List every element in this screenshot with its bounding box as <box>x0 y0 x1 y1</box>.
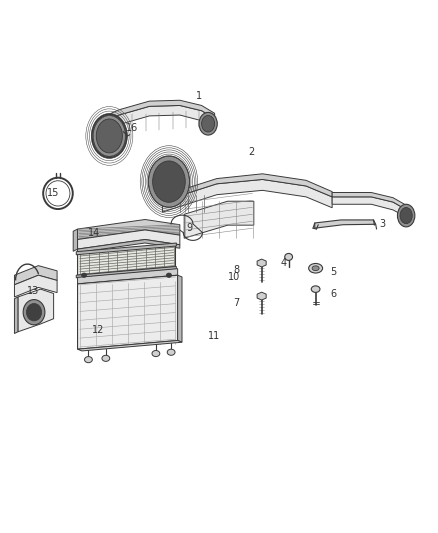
Text: 16: 16 <box>126 123 138 133</box>
Polygon shape <box>315 220 376 228</box>
Text: 13: 13 <box>27 286 39 296</box>
Ellipse shape <box>85 357 92 362</box>
Polygon shape <box>162 174 332 201</box>
Polygon shape <box>102 106 215 133</box>
Text: 5: 5 <box>330 267 336 277</box>
Polygon shape <box>102 100 215 123</box>
Ellipse shape <box>152 351 160 357</box>
Polygon shape <box>18 289 53 332</box>
Text: 2: 2 <box>248 148 255 157</box>
Polygon shape <box>257 292 266 300</box>
Ellipse shape <box>201 116 215 132</box>
Ellipse shape <box>309 263 322 273</box>
Ellipse shape <box>400 207 412 224</box>
Ellipse shape <box>166 273 172 277</box>
Text: 1: 1 <box>196 91 202 101</box>
Text: 7: 7 <box>233 298 240 309</box>
Polygon shape <box>14 297 18 334</box>
Text: 4: 4 <box>280 258 286 268</box>
Ellipse shape <box>96 119 122 153</box>
Polygon shape <box>178 275 182 342</box>
Ellipse shape <box>397 204 415 227</box>
Ellipse shape <box>311 286 320 293</box>
Polygon shape <box>162 180 332 212</box>
Polygon shape <box>76 243 177 255</box>
Polygon shape <box>14 265 57 285</box>
Ellipse shape <box>167 349 175 356</box>
Polygon shape <box>184 201 254 238</box>
Polygon shape <box>78 220 180 239</box>
Ellipse shape <box>93 115 126 157</box>
Ellipse shape <box>152 161 185 203</box>
Ellipse shape <box>23 300 45 325</box>
Polygon shape <box>257 259 266 267</box>
Text: 11: 11 <box>208 331 220 341</box>
Polygon shape <box>332 192 410 212</box>
Ellipse shape <box>285 254 293 261</box>
Ellipse shape <box>102 356 110 361</box>
Text: 15: 15 <box>46 188 59 198</box>
Text: 3: 3 <box>379 219 385 229</box>
Polygon shape <box>78 269 178 284</box>
Ellipse shape <box>81 273 87 277</box>
Ellipse shape <box>26 303 42 321</box>
Ellipse shape <box>312 266 319 271</box>
Polygon shape <box>78 239 180 253</box>
Polygon shape <box>76 266 177 278</box>
Text: 8: 8 <box>233 265 240 275</box>
Text: 14: 14 <box>88 229 100 238</box>
Polygon shape <box>78 341 182 351</box>
Text: 6: 6 <box>330 289 336 299</box>
Ellipse shape <box>199 112 217 135</box>
Polygon shape <box>78 230 180 249</box>
Text: 12: 12 <box>92 325 104 335</box>
Polygon shape <box>73 229 78 251</box>
Text: 9: 9 <box>186 223 192 233</box>
Polygon shape <box>78 244 176 275</box>
Text: 10: 10 <box>228 271 240 281</box>
Polygon shape <box>332 197 410 220</box>
Ellipse shape <box>148 156 190 207</box>
Polygon shape <box>78 275 178 349</box>
Polygon shape <box>14 275 57 297</box>
